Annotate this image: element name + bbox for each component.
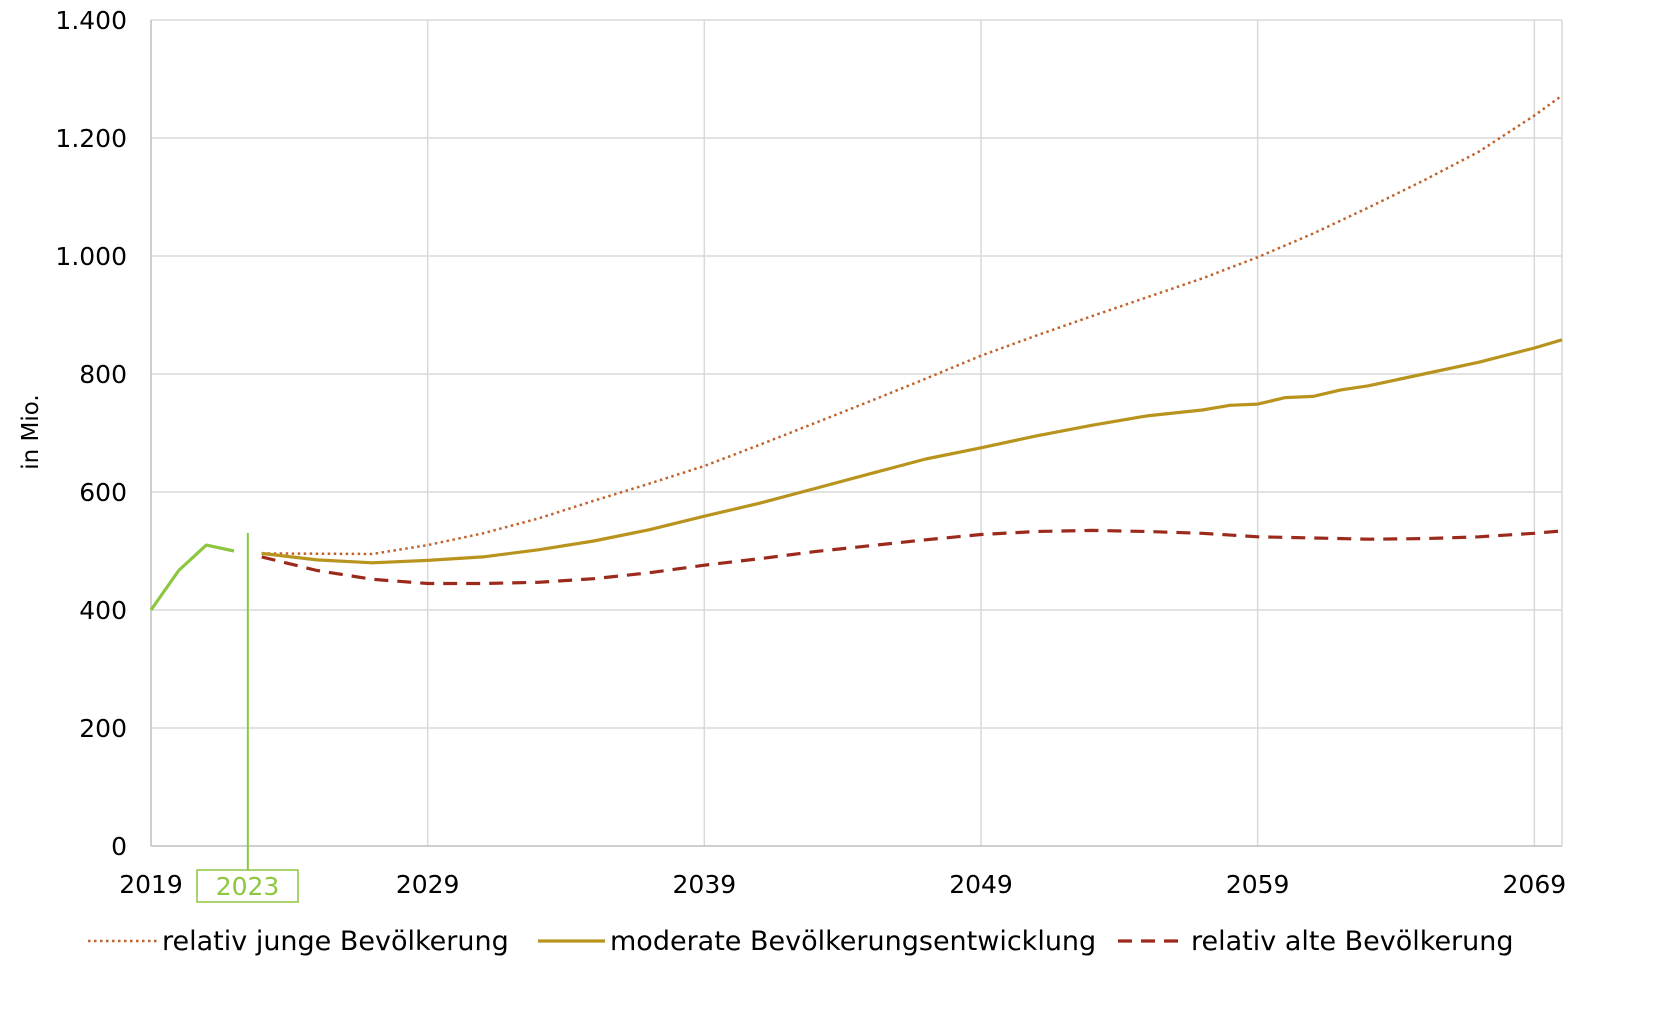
y-tick-label: 1.400 bbox=[55, 6, 127, 35]
x-tick-label: 2069 bbox=[1503, 870, 1567, 899]
series-layer bbox=[149, 94, 1563, 611]
y-tick-label: 800 bbox=[79, 360, 127, 389]
series-line-historical bbox=[149, 543, 235, 611]
y-tick-label: 200 bbox=[79, 714, 127, 743]
series-line-dotted bbox=[261, 94, 1563, 556]
grid-layer bbox=[151, 19, 1562, 846]
y-axis-title: in Mio. bbox=[18, 394, 44, 470]
x-tick-label: 2049 bbox=[949, 870, 1013, 899]
year-marker: 2023 bbox=[196, 533, 299, 903]
x-tick-label: 2029 bbox=[396, 870, 460, 899]
year-marker-label: 2023 bbox=[216, 872, 280, 901]
y-tick-label: 0 bbox=[111, 832, 127, 861]
y-tick-label: 1.000 bbox=[55, 242, 127, 271]
x-tick-label: 2039 bbox=[673, 870, 737, 899]
year-marker-box bbox=[196, 869, 299, 903]
legend-label: relativ junge Bevölkerung bbox=[162, 926, 509, 957]
x-tick-label: 2059 bbox=[1226, 870, 1290, 899]
y-tick-label: 600 bbox=[79, 478, 127, 507]
series-line-dashed bbox=[261, 528, 1563, 586]
series-line-solid bbox=[261, 338, 1563, 565]
y-tick-label: 400 bbox=[79, 596, 127, 625]
legend-label: moderate Bevölkerungsentwicklung bbox=[610, 926, 1096, 957]
axis-layer bbox=[150, 20, 1563, 847]
y-tick-label: 1.200 bbox=[55, 124, 127, 153]
x-tick-label: 2019 bbox=[119, 870, 183, 899]
legend-label: relativ alte Bevölkerung bbox=[1191, 926, 1514, 957]
legend: relativ junge Bevölkerung moderate Bevölk… bbox=[88, 926, 1514, 957]
tick-labels: 0 200 400 600 800 1.000 1.200 1.400 2019 2029 2039… bbox=[55, 6, 1566, 899]
